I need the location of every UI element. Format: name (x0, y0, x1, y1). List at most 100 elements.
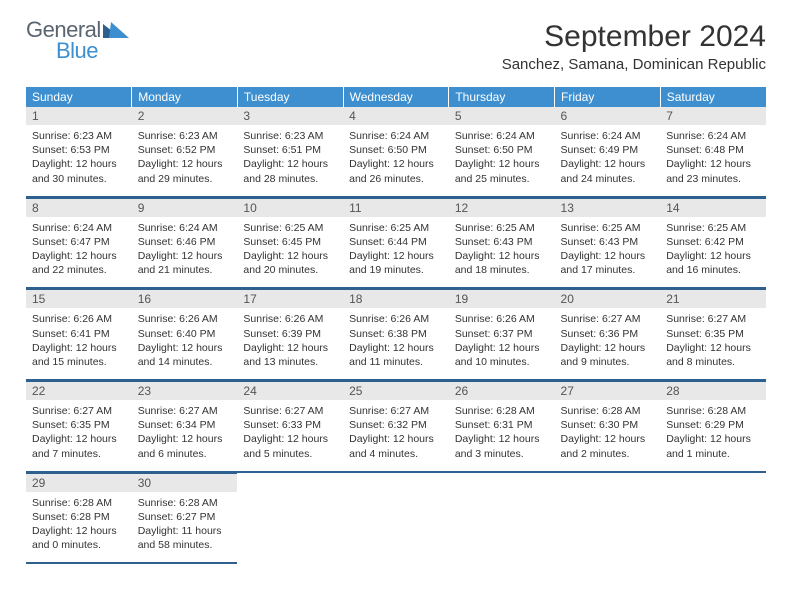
daylight-line: Daylight: 12 hours and 21 minutes. (138, 249, 232, 277)
sunset-line: Sunset: 6:51 PM (243, 143, 337, 157)
day-number: 20 (555, 289, 661, 308)
calendar-cell: 16Sunrise: 6:26 AMSunset: 6:40 PMDayligh… (132, 288, 238, 380)
day-number: 9 (132, 198, 238, 217)
calendar-cell: 22Sunrise: 6:27 AMSunset: 6:35 PMDayligh… (26, 380, 132, 472)
sunset-line: Sunset: 6:46 PM (138, 235, 232, 249)
calendar-cell: 20Sunrise: 6:27 AMSunset: 6:36 PMDayligh… (555, 288, 661, 380)
day-number: 21 (660, 289, 766, 308)
calendar-cell: 15Sunrise: 6:26 AMSunset: 6:41 PMDayligh… (26, 288, 132, 380)
sunrise-line: Sunrise: 6:27 AM (349, 404, 443, 418)
day-body: Sunrise: 6:24 AMSunset: 6:48 PMDaylight:… (660, 125, 766, 196)
calendar-cell: 5Sunrise: 6:24 AMSunset: 6:50 PMDaylight… (449, 107, 555, 197)
sunset-line: Sunset: 6:49 PM (561, 143, 655, 157)
sunrise-line: Sunrise: 6:26 AM (138, 312, 232, 326)
sunrise-line: Sunrise: 6:28 AM (455, 404, 549, 418)
sunset-line: Sunset: 6:52 PM (138, 143, 232, 157)
sunset-line: Sunset: 6:39 PM (243, 327, 337, 341)
daylight-line: Daylight: 12 hours and 29 minutes. (138, 157, 232, 185)
weekday-header: Sunday (26, 87, 132, 107)
sunrise-line: Sunrise: 6:25 AM (561, 221, 655, 235)
day-body: Sunrise: 6:27 AMSunset: 6:34 PMDaylight:… (132, 400, 238, 471)
daylight-line: Daylight: 12 hours and 8 minutes. (666, 341, 760, 369)
calendar-cell: 4Sunrise: 6:24 AMSunset: 6:50 PMDaylight… (343, 107, 449, 197)
calendar-cell: 12Sunrise: 6:25 AMSunset: 6:43 PMDayligh… (449, 197, 555, 289)
sunset-line: Sunset: 6:30 PM (561, 418, 655, 432)
day-number: 30 (132, 473, 238, 492)
day-body: Sunrise: 6:27 AMSunset: 6:35 PMDaylight:… (26, 400, 132, 471)
sunset-line: Sunset: 6:36 PM (561, 327, 655, 341)
calendar-body: 1Sunrise: 6:23 AMSunset: 6:53 PMDaylight… (26, 107, 766, 563)
day-body: Sunrise: 6:27 AMSunset: 6:35 PMDaylight:… (660, 308, 766, 379)
day-body: Sunrise: 6:27 AMSunset: 6:36 PMDaylight:… (555, 308, 661, 379)
day-body: Sunrise: 6:28 AMSunset: 6:28 PMDaylight:… (26, 492, 132, 563)
calendar-cell: 29Sunrise: 6:28 AMSunset: 6:28 PMDayligh… (26, 472, 132, 564)
day-number: 2 (132, 107, 238, 125)
page-title: September 2024 (502, 20, 766, 54)
sunset-line: Sunset: 6:45 PM (243, 235, 337, 249)
location: Sanchez, Samana, Dominican Republic (502, 56, 766, 73)
sunset-line: Sunset: 6:33 PM (243, 418, 337, 432)
day-number: 7 (660, 107, 766, 125)
calendar-cell: 17Sunrise: 6:26 AMSunset: 6:39 PMDayligh… (237, 288, 343, 380)
daylight-line: Daylight: 12 hours and 10 minutes. (455, 341, 549, 369)
day-number: 28 (660, 381, 766, 400)
day-body: Sunrise: 6:28 AMSunset: 6:31 PMDaylight:… (449, 400, 555, 471)
header: General Blue September 2024 Sanchez, Sam… (26, 20, 766, 73)
sunrise-line: Sunrise: 6:27 AM (32, 404, 126, 418)
calendar-cell: 8Sunrise: 6:24 AMSunset: 6:47 PMDaylight… (26, 197, 132, 289)
day-number: 4 (343, 107, 449, 125)
sunrise-line: Sunrise: 6:23 AM (32, 129, 126, 143)
day-number: 26 (449, 381, 555, 400)
calendar-cell: 24Sunrise: 6:27 AMSunset: 6:33 PMDayligh… (237, 380, 343, 472)
calendar-cell: 9Sunrise: 6:24 AMSunset: 6:46 PMDaylight… (132, 197, 238, 289)
calendar-cell: 18Sunrise: 6:26 AMSunset: 6:38 PMDayligh… (343, 288, 449, 380)
daylight-line: Daylight: 12 hours and 0 minutes. (32, 524, 126, 552)
sunset-line: Sunset: 6:50 PM (349, 143, 443, 157)
day-body: Sunrise: 6:26 AMSunset: 6:38 PMDaylight:… (343, 308, 449, 379)
daylight-line: Daylight: 12 hours and 14 minutes. (138, 341, 232, 369)
calendar-cell (343, 472, 449, 564)
day-body: Sunrise: 6:26 AMSunset: 6:39 PMDaylight:… (237, 308, 343, 379)
day-body: Sunrise: 6:28 AMSunset: 6:30 PMDaylight:… (555, 400, 661, 471)
sunrise-line: Sunrise: 6:27 AM (561, 312, 655, 326)
calendar-cell: 6Sunrise: 6:24 AMSunset: 6:49 PMDaylight… (555, 107, 661, 197)
calendar-cell (237, 472, 343, 564)
sunset-line: Sunset: 6:43 PM (455, 235, 549, 249)
sunset-line: Sunset: 6:34 PM (138, 418, 232, 432)
weekday-header: Tuesday (237, 87, 343, 107)
sunrise-line: Sunrise: 6:27 AM (138, 404, 232, 418)
sunset-line: Sunset: 6:31 PM (455, 418, 549, 432)
day-body: Sunrise: 6:23 AMSunset: 6:52 PMDaylight:… (132, 125, 238, 196)
sunset-line: Sunset: 6:35 PM (32, 418, 126, 432)
day-body: Sunrise: 6:24 AMSunset: 6:49 PMDaylight:… (555, 125, 661, 196)
weekday-header: Thursday (449, 87, 555, 107)
day-number: 11 (343, 198, 449, 217)
sunrise-line: Sunrise: 6:24 AM (561, 129, 655, 143)
sunset-line: Sunset: 6:44 PM (349, 235, 443, 249)
day-number: 1 (26, 107, 132, 125)
day-number: 13 (555, 198, 661, 217)
sunset-line: Sunset: 6:28 PM (32, 510, 126, 524)
day-body: Sunrise: 6:24 AMSunset: 6:47 PMDaylight:… (26, 217, 132, 288)
sunrise-line: Sunrise: 6:28 AM (561, 404, 655, 418)
day-body: Sunrise: 6:25 AMSunset: 6:45 PMDaylight:… (237, 217, 343, 288)
sunrise-line: Sunrise: 6:24 AM (666, 129, 760, 143)
day-number: 6 (555, 107, 661, 125)
sunset-line: Sunset: 6:48 PM (666, 143, 760, 157)
day-number: 19 (449, 289, 555, 308)
calendar-cell: 26Sunrise: 6:28 AMSunset: 6:31 PMDayligh… (449, 380, 555, 472)
sunrise-line: Sunrise: 6:23 AM (138, 129, 232, 143)
sunrise-line: Sunrise: 6:24 AM (349, 129, 443, 143)
sunrise-line: Sunrise: 6:25 AM (349, 221, 443, 235)
daylight-line: Daylight: 12 hours and 11 minutes. (349, 341, 443, 369)
calendar-cell: 14Sunrise: 6:25 AMSunset: 6:42 PMDayligh… (660, 197, 766, 289)
daylight-line: Daylight: 12 hours and 2 minutes. (561, 432, 655, 460)
sunset-line: Sunset: 6:53 PM (32, 143, 126, 157)
sunrise-line: Sunrise: 6:26 AM (349, 312, 443, 326)
sunrise-line: Sunrise: 6:25 AM (455, 221, 549, 235)
daylight-line: Daylight: 12 hours and 22 minutes. (32, 249, 126, 277)
day-body: Sunrise: 6:26 AMSunset: 6:40 PMDaylight:… (132, 308, 238, 379)
day-body: Sunrise: 6:25 AMSunset: 6:42 PMDaylight:… (660, 217, 766, 288)
calendar-cell: 11Sunrise: 6:25 AMSunset: 6:44 PMDayligh… (343, 197, 449, 289)
calendar-cell: 19Sunrise: 6:26 AMSunset: 6:37 PMDayligh… (449, 288, 555, 380)
